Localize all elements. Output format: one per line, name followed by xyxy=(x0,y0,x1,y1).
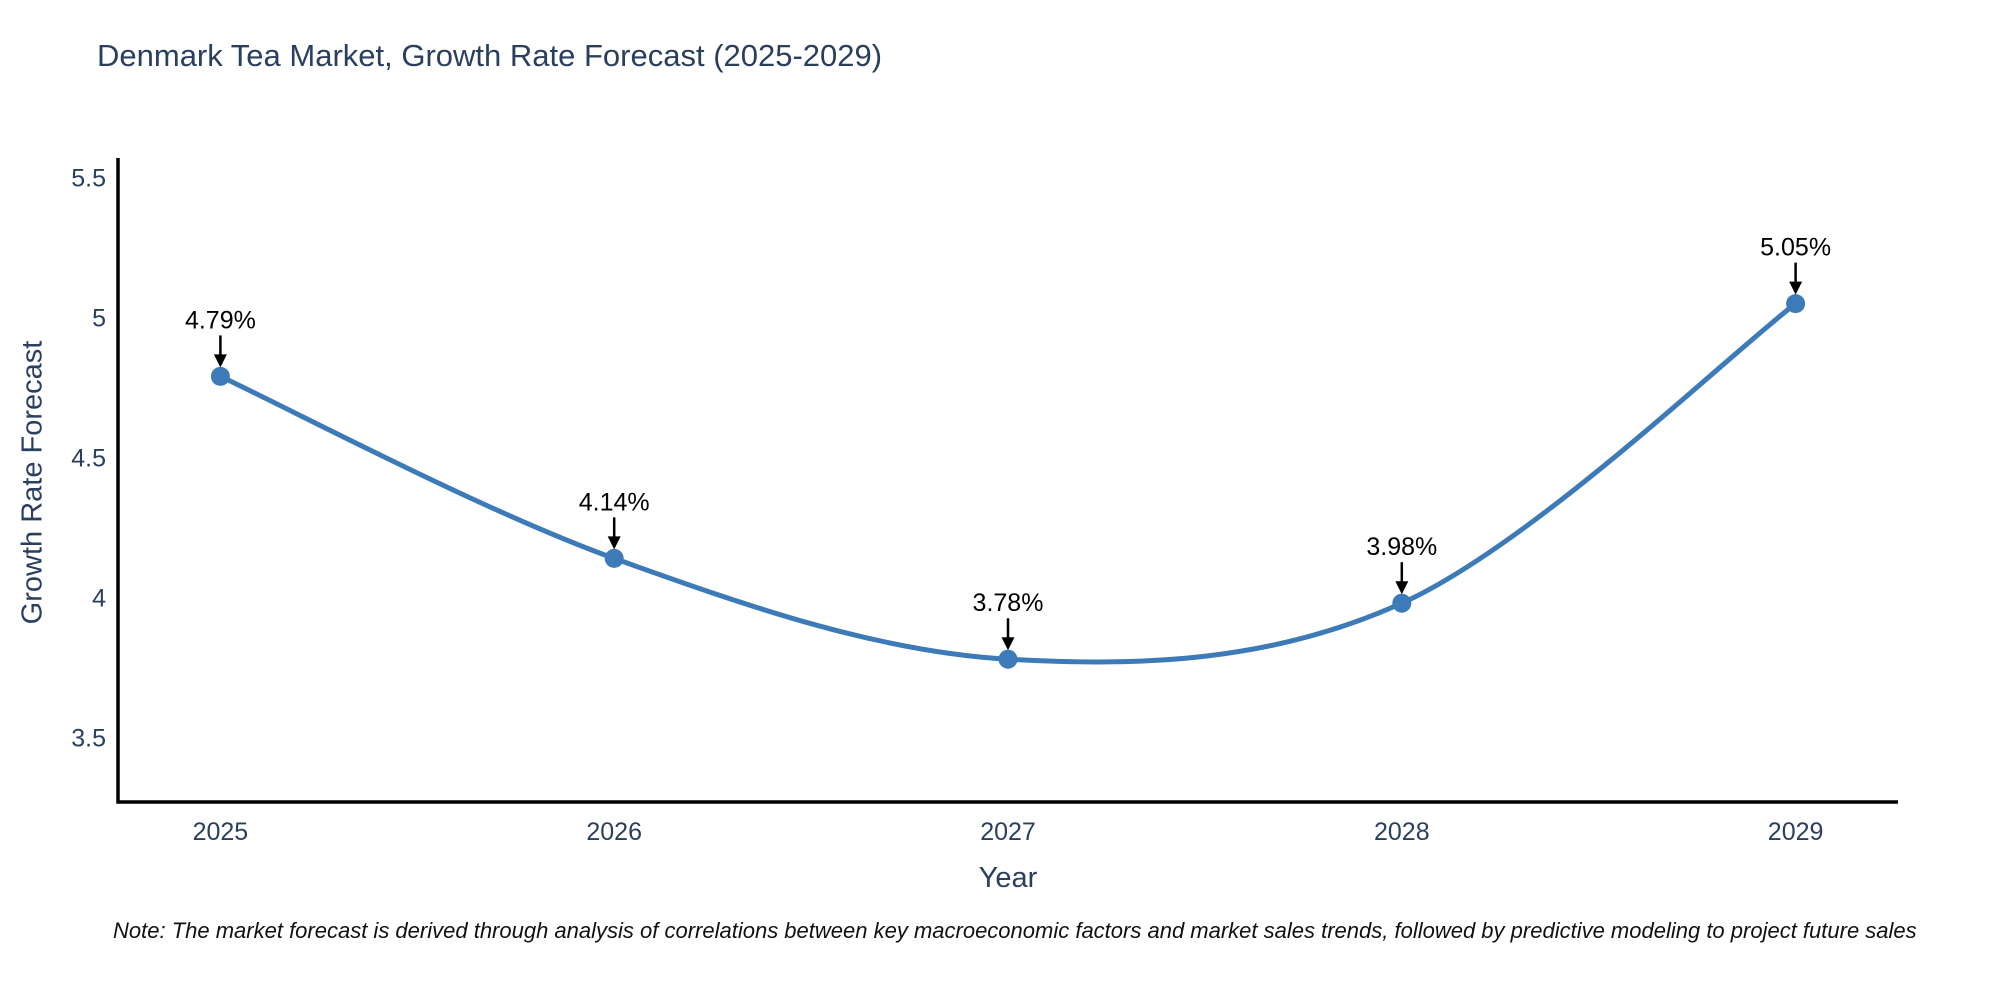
annotation-arrowhead-icon xyxy=(607,536,621,550)
x-axis-title: Year xyxy=(978,862,1038,894)
y-tick-label: 5.5 xyxy=(71,165,106,193)
data-point-marker xyxy=(1392,593,1412,613)
data-point-label: 3.78% xyxy=(973,589,1044,617)
x-tick-label: 2028 xyxy=(1374,818,1430,846)
data-point-marker xyxy=(1786,294,1806,314)
data-point-label: 3.98% xyxy=(1366,533,1437,561)
x-tick-label: 2025 xyxy=(193,818,249,846)
y-tick-label: 5 xyxy=(92,305,106,333)
annotation-arrowhead-icon xyxy=(213,354,227,368)
x-tick-label: 2029 xyxy=(1768,818,1824,846)
x-tick-label: 2027 xyxy=(980,818,1036,846)
data-point-marker xyxy=(604,548,624,568)
y-tick-label: 4.5 xyxy=(71,445,106,473)
footnote: Note: The market forecast is derived thr… xyxy=(113,918,1917,943)
data-point-label: 4.14% xyxy=(579,488,650,516)
y-tick-label: 4 xyxy=(92,585,106,613)
data-point-marker xyxy=(210,366,230,386)
x-tick-label: 2026 xyxy=(586,818,642,846)
data-point-label: 5.05% xyxy=(1760,234,1831,262)
annotation-arrowhead-icon xyxy=(1001,637,1015,651)
chart-title: Denmark Tea Market, Growth Rate Forecast… xyxy=(97,38,883,73)
annotation-arrowhead-icon xyxy=(1395,581,1409,595)
data-point-label: 4.79% xyxy=(185,306,256,334)
axis-lines xyxy=(116,158,1898,804)
y-tick-label: 3.5 xyxy=(71,725,106,753)
data-point-marker xyxy=(998,649,1018,669)
annotation-arrowhead-icon xyxy=(1789,281,1803,295)
